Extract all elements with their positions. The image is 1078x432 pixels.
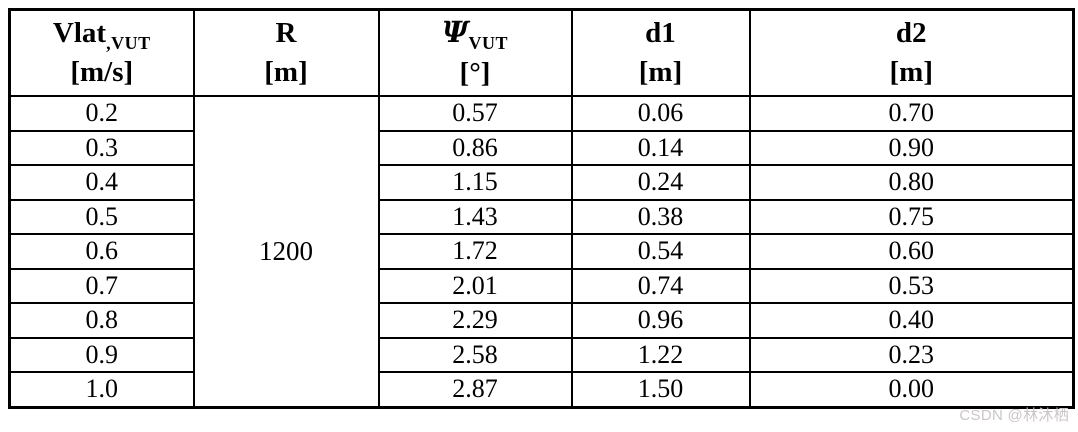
cell-d2: 0.40 (748, 302, 1075, 339)
col-header-d1-main: d1 (645, 16, 676, 49)
col-header-d1: d1 [m] (570, 8, 751, 97)
cell-d1: 0.24 (570, 164, 751, 201)
table-row: 1.0 2.87 1.50 0.00 (8, 371, 1075, 408)
cell-d2: 0.53 (748, 267, 1075, 304)
table-row: 0.6 1.72 0.54 0.60 (8, 233, 1075, 270)
cell-vlat: 0.3 (8, 129, 195, 166)
cell-d1: 0.14 (570, 129, 751, 166)
col-header-psi-unit: [°] (459, 56, 491, 89)
watermark: CSDN @林沐栖 (959, 407, 1069, 424)
col-header-psi-sub: VUT (468, 32, 508, 53)
col-header-d1-unit: [m] (638, 56, 683, 89)
cell-psi: 0.57 (377, 95, 573, 132)
col-header-vlat-main: Vlat (52, 16, 107, 49)
cell-d1: 0.74 (570, 267, 751, 304)
cell-d2: 0.60 (748, 233, 1075, 270)
cell-psi: 2.29 (377, 302, 573, 339)
table-row: 0.3 0.86 0.14 0.90 (8, 129, 1075, 166)
col-header-d2: d2 [m] (748, 8, 1075, 97)
table-row: 0.7 2.01 0.74 0.53 (8, 267, 1075, 304)
col-header-vlat-sub: ,VUT (106, 32, 151, 53)
col-header-r-main: R (275, 16, 297, 49)
cell-d2: 0.70 (748, 95, 1075, 132)
col-header-psi: ΨVUT [°] (377, 8, 573, 97)
col-header-r-unit: [m] (264, 56, 308, 89)
cell-psi: 1.43 (377, 198, 573, 235)
header-row: Vlat,VUT [m/s] R [m] ΨVUT [°] d1 (8, 8, 1075, 97)
cell-vlat: 0.6 (8, 233, 195, 270)
cell-d1: 0.96 (570, 302, 751, 339)
table-row: 0.8 2.29 0.96 0.40 (8, 302, 1075, 339)
cell-psi: 2.01 (377, 267, 573, 304)
cell-psi: 1.15 (377, 164, 573, 201)
cell-psi: 1.72 (377, 233, 573, 270)
cell-psi: 0.86 (377, 129, 573, 166)
col-header-d2-main: d2 (895, 16, 927, 49)
cell-d2: 0.80 (748, 164, 1075, 201)
cell-d1: 1.50 (570, 371, 751, 408)
col-header-vlat: Vlat,VUT [m/s] (8, 8, 195, 97)
cell-d1: 0.54 (570, 233, 751, 270)
cell-r-merged: 1200 (192, 95, 380, 408)
cell-vlat: 1.0 (8, 371, 195, 408)
col-header-r: R [m] (192, 8, 380, 97)
table-row: 0.2 1200 0.57 0.06 0.70 (8, 95, 1075, 408)
col-header-psi-main: Ψ (442, 15, 469, 50)
cell-d1: 0.38 (570, 198, 751, 235)
cell-d2: 0.90 (748, 129, 1075, 166)
cell-psi: 2.87 (377, 371, 573, 408)
cell-vlat: 0.2 (8, 95, 195, 132)
cell-vlat: 0.7 (8, 267, 195, 304)
cell-d2: 0.75 (748, 198, 1075, 235)
cell-vlat: 0.8 (8, 302, 195, 339)
cell-vlat: 0.9 (8, 336, 195, 373)
cell-d1: 0.06 (570, 95, 751, 132)
cell-d2: 0.00 (748, 371, 1075, 408)
cell-d1: 1.22 (570, 336, 751, 373)
cell-vlat: 0.5 (8, 198, 195, 235)
table-row: 0.4 1.15 0.24 0.80 (8, 164, 1075, 201)
data-table: Vlat,VUT [m/s] R [m] ΨVUT [°] d1 (8, 8, 1075, 409)
cell-d2: 0.23 (748, 336, 1075, 373)
col-header-d2-unit: [m] (889, 56, 933, 89)
table-row: 0.9 2.58 1.22 0.23 (8, 336, 1075, 373)
cell-psi: 2.58 (377, 336, 573, 373)
table-row: 0.5 1.43 0.38 0.75 (8, 198, 1075, 235)
col-header-vlat-unit: [m/s] (70, 56, 134, 89)
cell-vlat: 0.4 (8, 164, 195, 201)
